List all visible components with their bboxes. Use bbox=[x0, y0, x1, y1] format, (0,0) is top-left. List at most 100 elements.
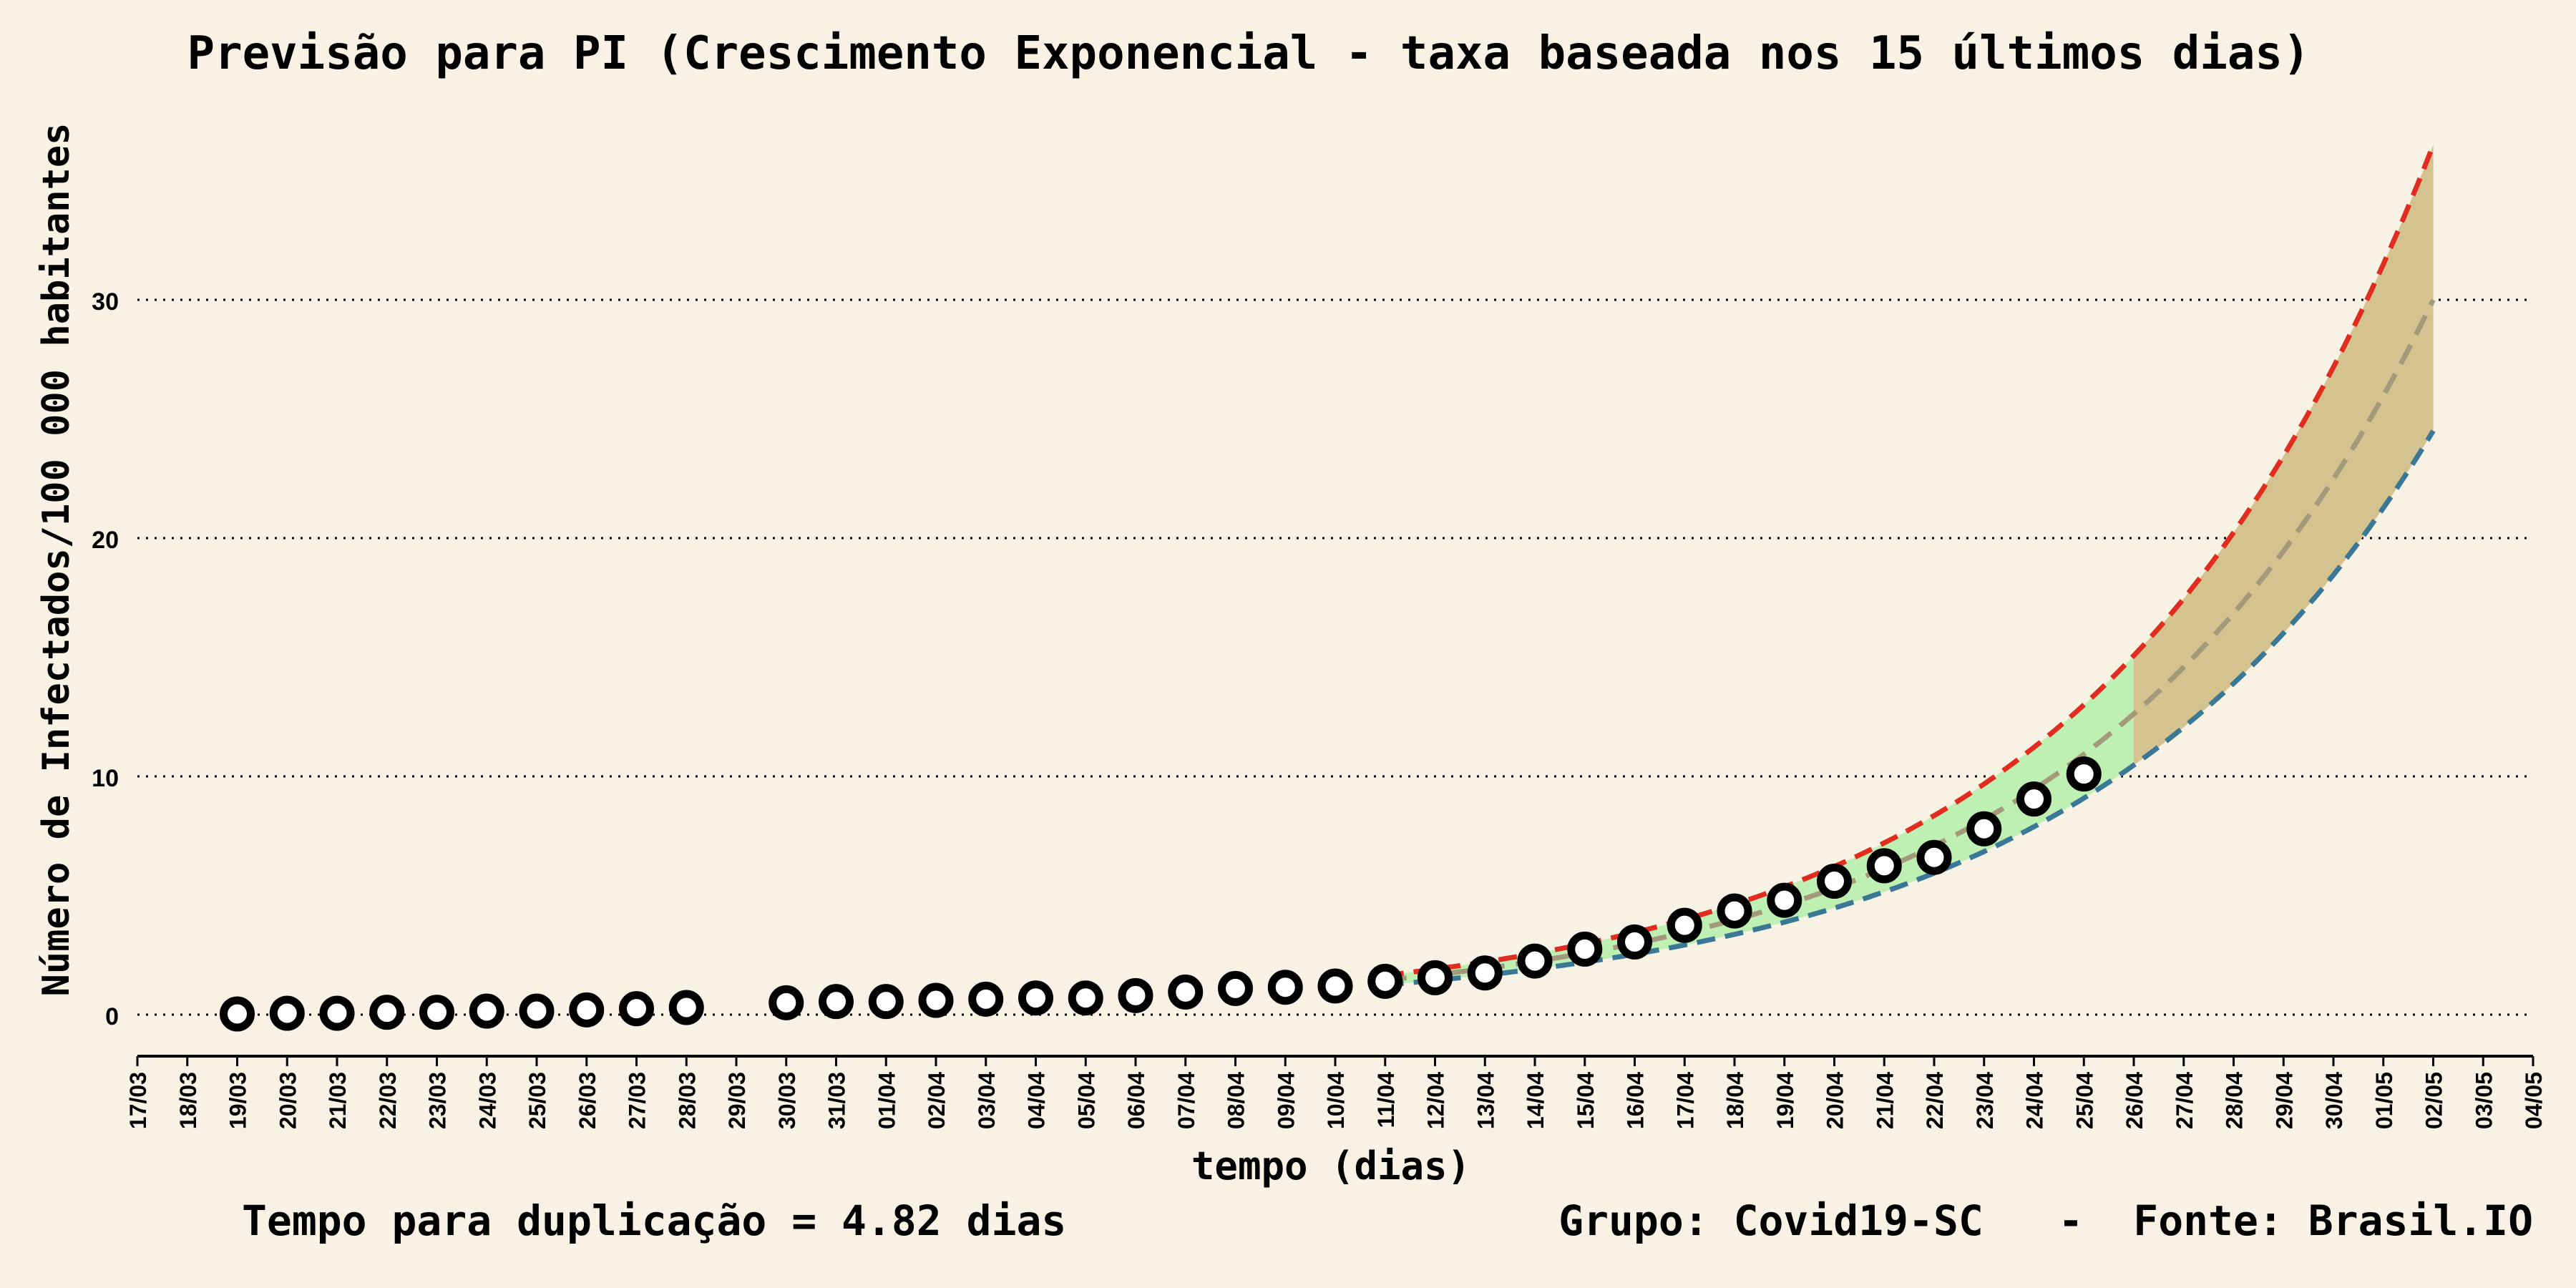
observed-point bbox=[419, 995, 454, 1030]
observed-point bbox=[1418, 960, 1453, 995]
x-tick-label: 30/03 bbox=[774, 1072, 800, 1129]
x-tick-label: 29/03 bbox=[724, 1072, 750, 1129]
x-tick-label: 25/03 bbox=[525, 1072, 550, 1129]
observed-point bbox=[1567, 931, 1603, 967]
observed-point bbox=[868, 984, 904, 1020]
observed-point bbox=[1916, 839, 1952, 875]
x-tick-label: 27/03 bbox=[625, 1072, 650, 1129]
upper-forecast-line bbox=[1385, 144, 2436, 978]
observed-point bbox=[1267, 970, 1303, 1005]
observed-point bbox=[819, 984, 854, 1020]
observed-point bbox=[1467, 955, 1503, 991]
observed-point bbox=[1118, 977, 1153, 1013]
observed-point bbox=[469, 993, 504, 1029]
x-tick-label: 10/04 bbox=[1323, 1072, 1349, 1129]
x-tick-label: 28/03 bbox=[674, 1072, 700, 1129]
x-tick-label: 06/04 bbox=[1123, 1072, 1149, 1129]
observed-point bbox=[668, 990, 704, 1025]
forecast-lines bbox=[1385, 144, 2436, 987]
x-tick-label: 08/04 bbox=[1224, 1072, 1249, 1129]
y-tick-labels: 0 10 20 30 bbox=[92, 288, 119, 1030]
observed-point bbox=[1866, 848, 1902, 884]
y-tick-label: 20 bbox=[92, 527, 119, 554]
x-tick-label: 30/04 bbox=[2321, 1072, 2347, 1129]
observed-point bbox=[319, 995, 355, 1031]
observed-point bbox=[369, 995, 405, 1030]
x-tick-label: 07/04 bbox=[1174, 1072, 1199, 1129]
x-tick-label: 02/04 bbox=[924, 1072, 950, 1129]
x-tick-label: 22/03 bbox=[375, 1072, 401, 1129]
observed-point bbox=[220, 996, 255, 1032]
x-tick-label: 16/04 bbox=[1623, 1072, 1649, 1129]
x-tick-label: 21/03 bbox=[325, 1072, 351, 1129]
observed-point bbox=[569, 992, 605, 1028]
y-tick-label: 30 bbox=[92, 288, 119, 316]
x-tick-label: 26/03 bbox=[575, 1072, 600, 1129]
x-tick-label: 14/04 bbox=[1523, 1072, 1548, 1129]
observed-point bbox=[1617, 924, 1652, 960]
observed-point bbox=[1667, 907, 1702, 943]
x-tick-label: 12/04 bbox=[1423, 1072, 1449, 1129]
x-tick-label: 31/03 bbox=[824, 1072, 850, 1129]
x-tick-label: 04/04 bbox=[1024, 1072, 1050, 1129]
observed-point bbox=[1218, 970, 1253, 1006]
x-tick-label: 27/04 bbox=[2172, 1072, 2197, 1129]
forecast-band-past bbox=[1385, 655, 2134, 985]
lower-forecast-line bbox=[1385, 429, 2436, 987]
x-tick-label: 02/05 bbox=[2421, 1072, 2447, 1129]
observed-point bbox=[1018, 980, 1053, 1016]
x-tick-label: 19/03 bbox=[225, 1072, 251, 1129]
x-tick-label: 20/03 bbox=[275, 1072, 301, 1129]
x-tick-label: 19/04 bbox=[1772, 1072, 1798, 1129]
x-tick-label: 03/05 bbox=[2471, 1072, 2497, 1129]
x-tick-label: 01/05 bbox=[2371, 1072, 2397, 1129]
x-tick-label: 01/04 bbox=[874, 1072, 899, 1129]
observed-point bbox=[1517, 943, 1553, 979]
x-tick-label: 24/03 bbox=[474, 1072, 500, 1129]
x-tick-label: 03/04 bbox=[974, 1072, 1000, 1129]
x-axis-label: tempo (dias) bbox=[1191, 1143, 1470, 1189]
observed-point bbox=[968, 981, 1004, 1017]
observed-point bbox=[1966, 811, 2002, 847]
central-forecast-line bbox=[1385, 298, 2436, 983]
observed-point bbox=[1068, 980, 1103, 1016]
x-tick-label: 15/04 bbox=[1573, 1072, 1599, 1129]
x-tick-label: 09/04 bbox=[1273, 1072, 1299, 1129]
observed-point bbox=[2066, 756, 2102, 792]
x-tick-label: 23/04 bbox=[1972, 1072, 1998, 1129]
x-tick-label: 25/04 bbox=[2072, 1072, 2097, 1129]
x-tick-label: 26/04 bbox=[2122, 1072, 2147, 1129]
forecast-band-future bbox=[2134, 145, 2434, 766]
observed-point bbox=[1367, 963, 1403, 999]
x-tick-label: 20/04 bbox=[1823, 1072, 1848, 1129]
observed-point bbox=[918, 982, 954, 1018]
observed-point bbox=[2016, 781, 2051, 817]
x-tick-labels: 17/03 18/03 19/03 20/03 21/03 22/03 23/03 24/03… bbox=[125, 1056, 2547, 1129]
x-tick-label: 18/04 bbox=[1722, 1072, 1748, 1129]
observed-point bbox=[269, 995, 305, 1031]
x-tick-label: 18/03 bbox=[175, 1072, 201, 1129]
x-tick-label: 21/04 bbox=[1872, 1072, 1898, 1129]
y-tick-label: 10 bbox=[92, 765, 119, 792]
observed-point bbox=[519, 993, 555, 1029]
x-tick-label: 22/04 bbox=[1922, 1072, 1948, 1129]
observed-point bbox=[1317, 968, 1353, 1004]
observed-points bbox=[220, 756, 2102, 1032]
x-tick-label: 17/04 bbox=[1672, 1072, 1698, 1129]
doubling-time-label: Tempo para duplicação = 4.82 dias bbox=[242, 1196, 1066, 1245]
observed-point bbox=[1767, 882, 1802, 918]
observed-point bbox=[769, 985, 804, 1020]
x-tick-label: 04/05 bbox=[2521, 1072, 2547, 1129]
x-tick-label: 17/03 bbox=[125, 1072, 151, 1129]
x-tick-label: 13/04 bbox=[1473, 1072, 1498, 1129]
x-tick-label: 05/04 bbox=[1073, 1072, 1099, 1129]
y-tick-label: 0 bbox=[105, 1003, 119, 1030]
x-tick-label: 24/04 bbox=[2022, 1072, 2048, 1129]
observed-point bbox=[619, 991, 654, 1027]
x-tick-label: 11/04 bbox=[1373, 1072, 1399, 1128]
x-tick-label: 29/04 bbox=[2271, 1072, 2297, 1129]
observed-point bbox=[1717, 893, 1752, 929]
x-tick-label: 28/04 bbox=[2222, 1072, 2248, 1129]
observed-point bbox=[1817, 864, 1852, 899]
